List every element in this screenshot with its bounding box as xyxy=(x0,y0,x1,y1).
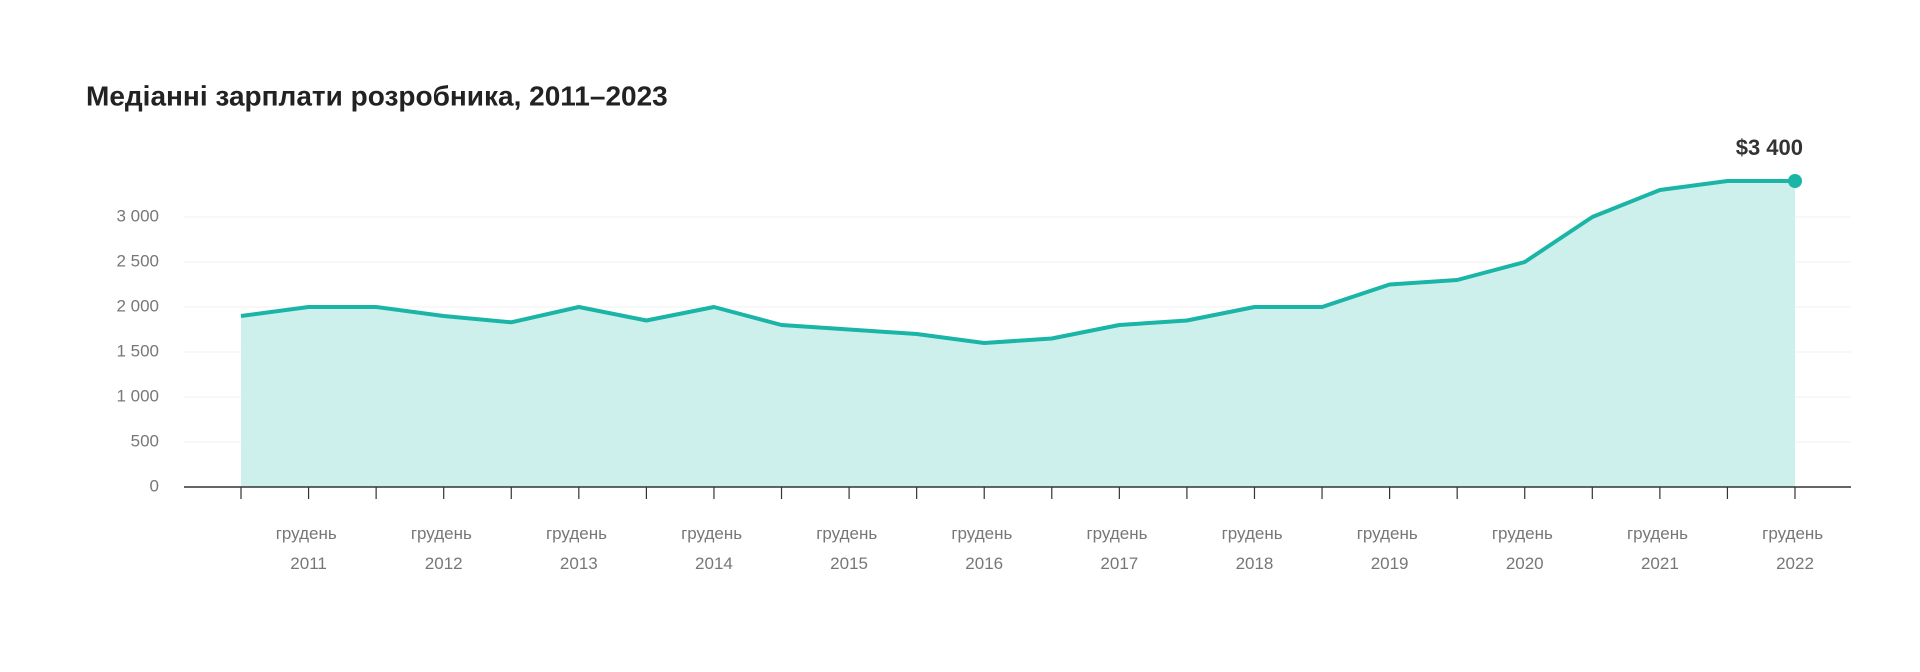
x-tick-label-line: грудень xyxy=(1492,524,1558,543)
x-tick-label: грудень 2012 xyxy=(411,524,477,573)
y-tick-label: 2 500 xyxy=(116,251,159,270)
x-tick-label-line: 2015 xyxy=(830,554,868,573)
y-tick-label: 1 000 xyxy=(116,386,159,405)
x-tick-label: грудень 2016 xyxy=(951,524,1017,573)
x-tick-label: грудень 2022 xyxy=(1762,524,1828,573)
x-tick-label: грудень 2017 xyxy=(1086,524,1152,573)
x-tick-label-line: 2017 xyxy=(1100,554,1138,573)
x-tick-label: грудень 2019 xyxy=(1357,524,1423,573)
x-tick-label: грудень 2013 xyxy=(546,524,612,573)
value-label: $3 400 xyxy=(1736,135,1803,160)
area xyxy=(241,181,1795,487)
end-dot xyxy=(1788,174,1802,188)
chart-title: Медіанні зарплати розробника, 2011–2023 xyxy=(86,80,668,111)
x-tick-label-line: грудень xyxy=(411,524,477,543)
y-tick-label: 3 000 xyxy=(116,206,159,225)
x-tick-label-line: 2019 xyxy=(1371,554,1409,573)
line xyxy=(240,179,1795,345)
x-tick-label-line: 2012 xyxy=(425,554,463,573)
y-tick-label: 1 500 xyxy=(116,341,159,360)
x-tick-label-line: грудень xyxy=(951,524,1017,543)
x-tick-label-line: грудень xyxy=(1762,524,1828,543)
x-tick-label-line: 2014 xyxy=(695,554,733,573)
x-tick-label: грудень 2011 xyxy=(276,524,342,573)
x-tick-label-line: 2022 xyxy=(1776,554,1814,573)
x-tick-label-line: грудень xyxy=(546,524,612,543)
y-tick-label: 0 xyxy=(150,476,159,495)
x-tick-label-line: грудень xyxy=(1086,524,1152,543)
x-tick-label-line: грудень xyxy=(816,524,882,543)
x-tick-label-line: 2013 xyxy=(560,554,598,573)
x-tick-label-line: грудень xyxy=(1357,524,1423,543)
x-tick-label-line: 2016 xyxy=(965,554,1003,573)
x-tick-label-line: грудень xyxy=(681,524,747,543)
x-tick-label: грудень 2020 xyxy=(1492,524,1558,573)
x-tick-label: грудень 2014 xyxy=(681,524,747,573)
x-tick-label-line: грудень xyxy=(276,524,342,543)
x-tick-label: грудень 2018 xyxy=(1222,524,1288,573)
x-tick-label-line: 2018 xyxy=(1236,554,1274,573)
x-tick-label-line: грудень xyxy=(1222,524,1288,543)
y-tick-label: 2 000 xyxy=(116,296,159,315)
y-tick-label: 500 xyxy=(131,431,159,450)
x-tick-label-line: 2020 xyxy=(1506,554,1544,573)
x-tick-label-line: 2011 xyxy=(290,554,327,573)
x-tick-label: грудень 2015 xyxy=(816,524,882,573)
x-tick-label-line: грудень xyxy=(1627,524,1693,543)
x-tick-label-line: 2021 xyxy=(1641,554,1679,573)
x-tick-label: грудень 2021 xyxy=(1627,524,1693,573)
